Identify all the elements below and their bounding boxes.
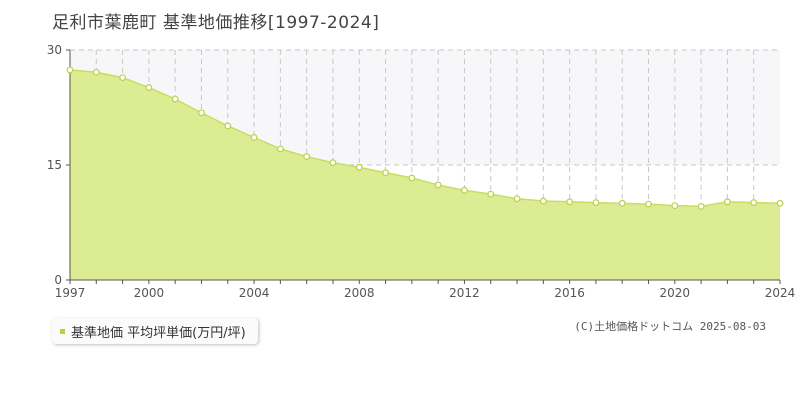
marker-layer <box>66 66 784 210</box>
data-point <box>566 198 574 206</box>
data-point <box>513 195 521 203</box>
legend: 基準地価 平均坪単価(万円/坪) <box>52 318 258 344</box>
x-tick-label: 2012 <box>449 286 480 300</box>
data-point <box>408 174 416 182</box>
chart-title: 足利市葉鹿町 基準地価推移[1997-2024] <box>52 13 380 33</box>
data-point <box>119 74 126 81</box>
x-tick-label: 2004 <box>239 286 270 300</box>
data-point <box>355 163 363 171</box>
x-tick-label: 2008 <box>344 286 375 300</box>
y-tick-label: 30 <box>47 43 62 57</box>
data-point <box>592 199 600 206</box>
series-area <box>70 69 780 280</box>
legend-label: 基準地価 平均坪単価(万円/坪) <box>71 325 246 341</box>
area-layer <box>69 69 781 280</box>
y-tick-label: 0 <box>54 273 62 287</box>
data-point <box>66 66 74 74</box>
x-tick-label: 1997 <box>55 286 86 300</box>
data-point <box>145 84 153 91</box>
data-point <box>434 181 442 189</box>
series-line <box>69 69 781 208</box>
x-tick-label: 2024 <box>765 286 796 300</box>
data-point <box>724 198 731 206</box>
data-point <box>671 202 679 210</box>
data-point <box>487 190 495 198</box>
axis-layer <box>66 49 781 284</box>
y-tick-label: 15 <box>47 158 62 172</box>
credit-text: (C)土地価格ドットコム 2025-08-03 <box>574 320 766 333</box>
label-layer: 0 15 30 1997 2000 2004 2008 2012 2016 2020 2024 <box>47 43 796 300</box>
data-point <box>645 200 652 208</box>
data-point <box>461 186 468 194</box>
data-point <box>224 122 232 130</box>
data-point <box>618 199 626 207</box>
data-point <box>250 133 258 141</box>
data-point <box>329 159 337 167</box>
data-point <box>382 169 389 177</box>
x-tick-label: 2016 <box>554 286 585 300</box>
data-point <box>697 202 705 210</box>
data-point <box>303 153 311 160</box>
data-point <box>92 68 100 76</box>
legend-swatch <box>60 328 65 334</box>
data-point <box>539 197 547 205</box>
data-point <box>776 199 784 207</box>
x-tick-label: 2000 <box>134 286 165 300</box>
data-point <box>198 109 205 117</box>
data-point <box>276 145 284 153</box>
data-point <box>750 199 758 206</box>
x-tick-label: 2020 <box>660 286 691 300</box>
data-point <box>171 95 179 103</box>
